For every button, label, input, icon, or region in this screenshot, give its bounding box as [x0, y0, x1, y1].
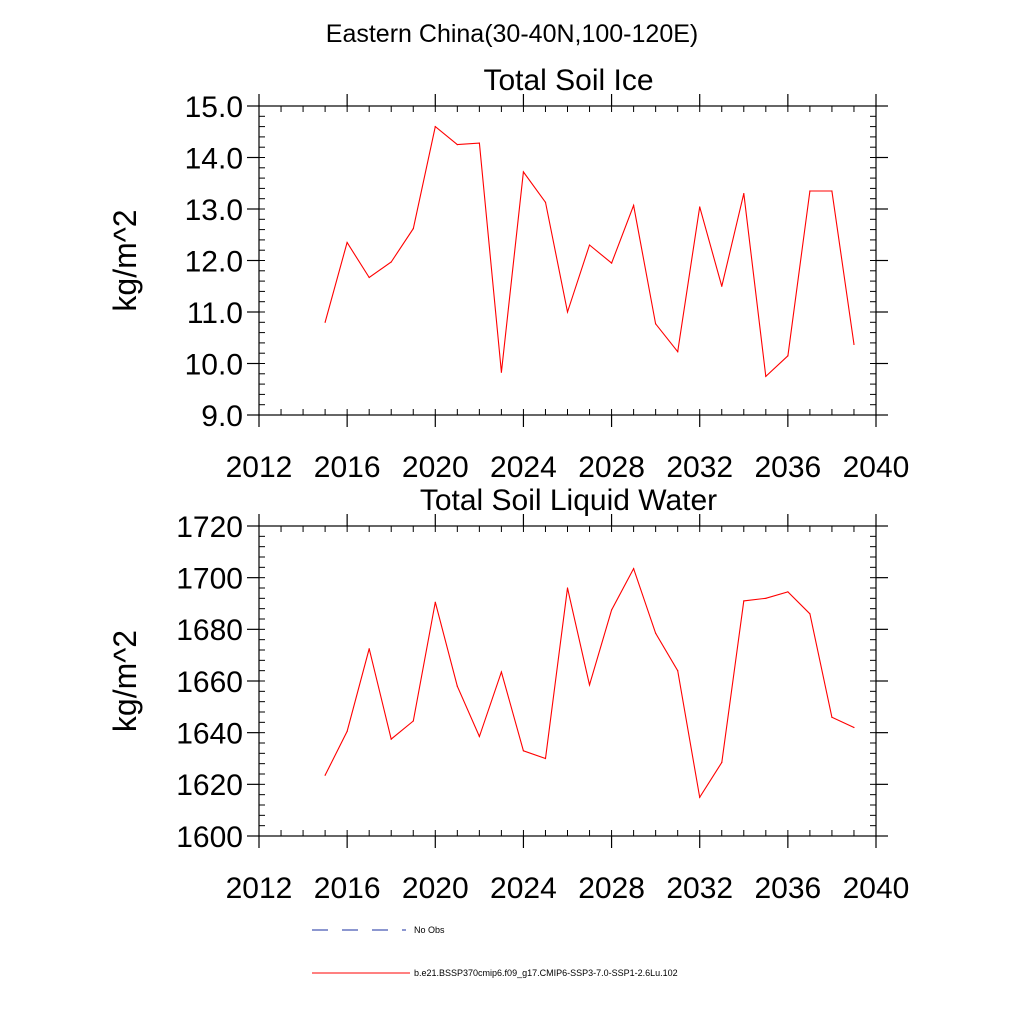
y-axis-label: kg/m^2 [107, 630, 143, 732]
data-point [412, 227, 414, 230]
y-tick-label: 1600 [176, 821, 243, 854]
y-tick-label: 15.0 [185, 91, 243, 124]
y-tick-label: 9.0 [201, 400, 243, 433]
x-tick-label: 2012 [226, 451, 293, 484]
data-point [721, 761, 723, 763]
plot-frame [258, 525, 877, 837]
y-tick-label: 13.0 [185, 194, 243, 227]
data-point [588, 684, 591, 686]
data-point [831, 716, 833, 718]
y-tick-label: 1660 [176, 666, 243, 699]
data-point [390, 738, 392, 740]
data-point [699, 796, 701, 798]
y-tick-label: 1680 [176, 614, 243, 647]
data-point [743, 192, 745, 195]
data-point [765, 597, 767, 599]
data-point [588, 244, 591, 246]
x-tick-label: 2020 [402, 451, 469, 484]
y-tick-label: 1720 [176, 511, 243, 544]
plot-frame [258, 105, 877, 416]
data-point [699, 206, 701, 208]
data-point [456, 144, 458, 146]
data-point [522, 750, 525, 752]
x-tick-label: 2036 [754, 872, 821, 905]
data-point [434, 601, 436, 603]
x-tick-label: 2024 [490, 451, 557, 484]
data-point [368, 276, 370, 279]
data-point [500, 371, 502, 373]
x-tick-label: 2024 [490, 872, 557, 905]
chart-panel-1: 1600 1620 1640 1660 1680 1700 1720 2012 2016 2020… [107, 484, 909, 905]
data-point [324, 321, 326, 323]
x-tick-label: 2028 [578, 872, 645, 905]
data-point [655, 632, 657, 634]
data-point [390, 261, 392, 263]
data-point [677, 351, 679, 353]
y-tick-label: 14.0 [185, 142, 243, 175]
data-point [809, 190, 811, 192]
data-point [522, 171, 525, 173]
data-point [721, 285, 723, 287]
x-tick-label: 2040 [843, 451, 910, 484]
data-point [677, 670, 679, 672]
chart-title: Total Soil Liquid Water [420, 484, 717, 517]
y-tick-label: 1700 [176, 562, 243, 595]
legend-label-no-obs: No Obs [414, 925, 445, 935]
x-tick-label: 2028 [578, 451, 645, 484]
data-point [853, 343, 855, 346]
data-point [346, 730, 348, 732]
x-tick-label: 2032 [666, 872, 733, 905]
series-line-0 [324, 125, 855, 378]
chart-panel-0: 9.0 10.0 11.0 12.0 13.0 14.0 15.0 2012 2016 2020 2… [107, 64, 909, 484]
data-point [412, 720, 414, 722]
x-tick-label: 2032 [666, 451, 733, 484]
x-tick-label: 2040 [843, 872, 910, 905]
legend: No Obs b.e21.BSSP370cmip6.f09_g17.CMIP6-S… [312, 925, 678, 978]
data-point [610, 609, 613, 611]
y-tick-label: 1640 [176, 717, 243, 750]
data-point [787, 355, 789, 357]
data-point [765, 375, 767, 377]
data-point [544, 757, 547, 760]
data-point [787, 591, 789, 593]
y-tick-label: 11.0 [187, 297, 243, 330]
data-point [853, 726, 855, 729]
data-point [368, 648, 370, 650]
data-point [456, 685, 458, 687]
data-point [566, 587, 569, 589]
data-point [633, 568, 635, 570]
data-point [478, 735, 480, 738]
x-tick-label: 2016 [314, 872, 381, 905]
data-point [743, 600, 745, 602]
y-tick-label: 10.0 [185, 348, 243, 381]
data-point [566, 311, 569, 313]
x-tick-label: 2020 [402, 872, 469, 905]
x-tick-label: 2036 [754, 451, 821, 484]
data-point [478, 142, 480, 144]
legend-label-experiment: b.e21.BSSP370cmip6.f09_g17.CMIP6-SSP3-7.… [414, 968, 678, 978]
data-point [500, 671, 502, 673]
x-tick-label: 2016 [314, 451, 381, 484]
data-point [809, 613, 811, 615]
data-point [324, 774, 326, 776]
data-point [655, 323, 657, 325]
x-tick-label: 2012 [226, 872, 293, 905]
y-tick-label: 12.0 [185, 245, 243, 278]
data-point [346, 241, 348, 244]
data-point [544, 201, 547, 203]
figure-main-title: Eastern China(30-40N,100-120E) [326, 20, 698, 48]
y-axis-label: kg/m^2 [107, 209, 143, 311]
chart-title: Total Soil Ice [483, 64, 653, 97]
data-point [610, 262, 613, 264]
data-point [831, 190, 833, 192]
data-point [633, 204, 635, 206]
y-tick-label: 1620 [176, 769, 243, 802]
data-point [434, 126, 436, 128]
series-line-0 [324, 567, 855, 799]
